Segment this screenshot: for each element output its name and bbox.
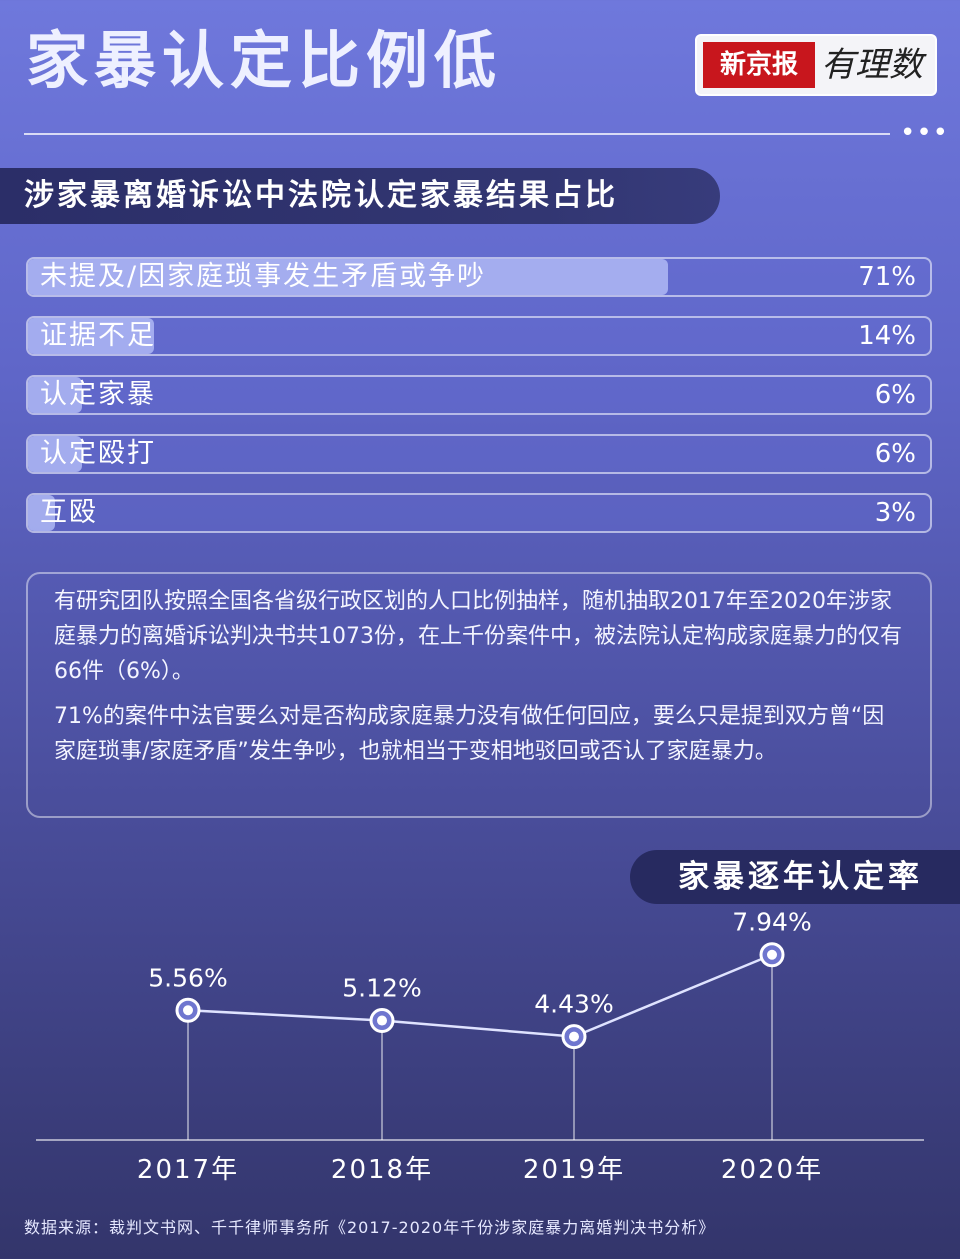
bar-fill (28, 259, 669, 295)
data-label: 5.56% (148, 963, 227, 992)
bar-row: 互殴 3% (26, 493, 932, 533)
data-point-core (377, 1015, 387, 1026)
bar-label: 认定殴打 (40, 438, 156, 469)
trend-banner (630, 850, 960, 904)
bar-row: 认定殴打 6% (26, 434, 932, 474)
bar-row: 认定家暴 6% (26, 375, 932, 415)
bar-value: 71% (858, 262, 916, 292)
data-label: 4.43% (534, 990, 613, 1019)
note-paragraph-2: 71%的案件中法官要么对是否构成家庭暴力没有做任何回应，要么只是提到双方曾“因家… (54, 704, 885, 764)
data-point-core (767, 949, 777, 960)
logo-red-text: 新京报 (703, 42, 815, 88)
bar-fill (28, 377, 83, 413)
more-dots-icon: ••• (900, 118, 950, 148)
data-point-core (183, 1005, 193, 1016)
bar-label: 互殴 (40, 497, 98, 528)
bar-fill (28, 436, 83, 472)
page-title: 家暴认定比例低 (26, 24, 503, 97)
trend-title: 家暴逐年认定率 (678, 859, 923, 895)
bar-value: 6% (874, 380, 916, 410)
note-paragraph-1: 有研究团队按照全国各省级行政区划的人口比例抽样，随机抽取2017年至2020年涉… (54, 589, 902, 684)
bar-label: 未提及/因家庭琐事发生矛盾或争吵 (40, 261, 487, 292)
bar-label: 证据不足 (40, 320, 156, 351)
series-line (187, 953, 773, 1038)
logo-script-text: 有理数 (821, 45, 923, 85)
bar-value: 6% (874, 439, 916, 469)
section-title: 涉家暴离婚诉讼中法院认定家暴结果占比 (24, 178, 618, 213)
bar-row: 证据不足 14% (26, 316, 932, 356)
data-label: 5.12% (342, 974, 421, 1003)
data-source: 数据来源：裁判文书网、千千律师事务所《2017-2020年千份涉家庭暴力离婚判决… (24, 1218, 716, 1237)
x-tick-label: 2017年 (137, 1155, 239, 1185)
bar-fill (28, 495, 56, 531)
trend-line-chart: 5.56% 2017年 5.12% 2018年 4.43% 2019年 7.94% 2020年 (36, 908, 924, 1185)
header-divider (24, 133, 890, 135)
x-tick-label: 2020年 (721, 1155, 823, 1185)
data-point-core (569, 1031, 579, 1042)
bar-fill (28, 318, 155, 354)
bar-value: 3% (874, 498, 916, 528)
note-box: 有研究团队按照全国各省级行政区划的人口比例抽样，随机抽取2017年至2020年涉… (26, 572, 932, 818)
bar-label: 认定家暴 (40, 379, 156, 410)
bar-value: 14% (858, 321, 916, 351)
brand-logo: 新京报 有理数 (695, 34, 937, 96)
section-banner (0, 168, 720, 224)
bar-row: 未提及/因家庭琐事发生矛盾或争吵 71% (26, 257, 932, 297)
data-label: 7.94% (732, 908, 811, 937)
x-tick-label: 2018年 (331, 1155, 433, 1185)
x-tick-label: 2019年 (523, 1155, 625, 1185)
